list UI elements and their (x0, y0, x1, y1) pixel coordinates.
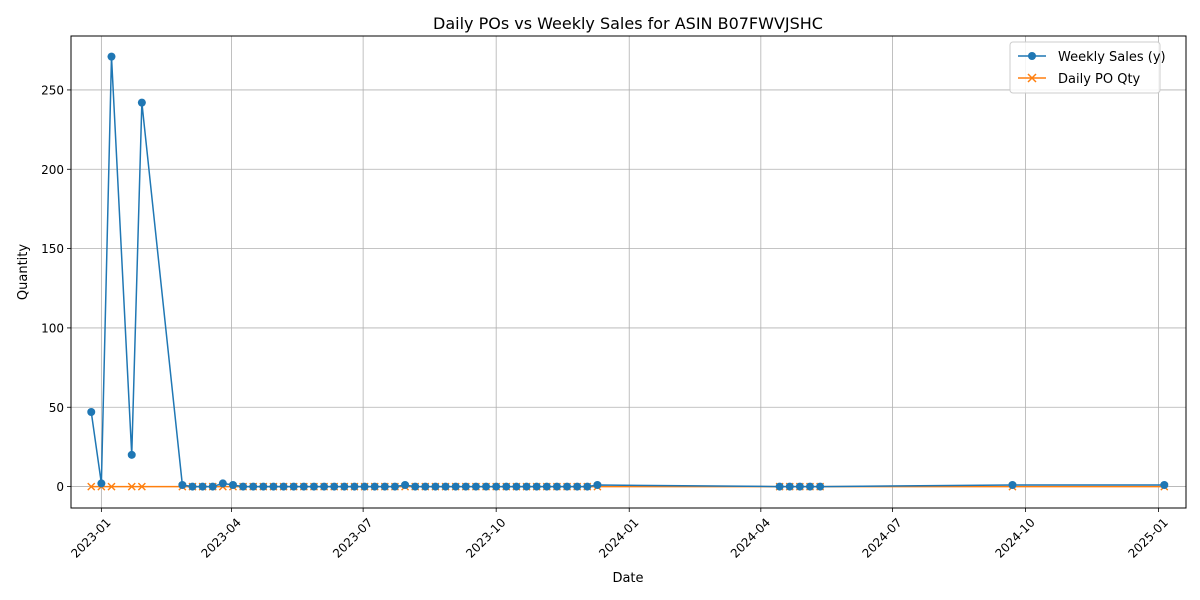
y-axis: 0 50 100 150 200 250 (41, 83, 71, 494)
data-point-weekly-sales-y (279, 482, 288, 491)
data-point-weekly-sales-y (208, 482, 217, 491)
data-point-weekly-sales-y (259, 482, 268, 491)
data-point-daily-po-qty (87, 482, 96, 491)
x-tick-label: 2024-10 (992, 515, 1037, 560)
x-tick-label: 2025-01 (1126, 515, 1171, 560)
data-point-weekly-sales-y (451, 482, 460, 491)
data-point-weekly-sales-y (239, 482, 248, 491)
data-point-weekly-sales-y (532, 482, 541, 491)
x-tick-label: 2024-07 (859, 515, 904, 560)
data-point-weekly-sales-y (320, 482, 329, 491)
data-point-weekly-sales-y (421, 482, 430, 491)
data-point-weekly-sales-y (309, 482, 318, 491)
data-point-weekly-sales-y (593, 480, 602, 489)
x-tick-label: 2023-04 (199, 515, 244, 560)
y-tick-label: 50 (49, 401, 64, 415)
x-tick-label: 2023-07 (330, 515, 375, 560)
data-point-weekly-sales-y (795, 482, 804, 491)
data-point-weekly-sales-y (411, 482, 420, 491)
data-point-weekly-sales-y (390, 482, 399, 491)
data-point-weekly-sales-y (97, 479, 106, 488)
x-tick-label: 2023-10 (463, 515, 508, 560)
data-point-weekly-sales-y (492, 482, 501, 491)
data-point-weekly-sales-y (350, 482, 359, 491)
y-tick-label: 200 (41, 163, 64, 177)
data-point-weekly-sales-y (805, 482, 814, 491)
data-point-weekly-sales-y (269, 482, 278, 491)
plot-area-frame (70, 35, 1187, 509)
data-point-weekly-sales-y (340, 482, 349, 491)
data-point-weekly-sales-y (461, 482, 470, 491)
y-tick-label: 0 (56, 480, 64, 494)
data-point-weekly-sales-y (249, 482, 258, 491)
x-tick-label: 2024-04 (728, 515, 773, 560)
data-point-daily-po-qty (107, 482, 116, 491)
y-tick-label: 100 (41, 321, 64, 335)
y-axis-label: Quantity (16, 244, 31, 300)
legend-marker-daily-po (1027, 73, 1037, 83)
data-point-weekly-sales-y (785, 482, 794, 491)
chart-title: Daily POs vs Weekly Sales for ASIN B07FW… (433, 14, 823, 33)
y-tick-label: 250 (41, 83, 64, 97)
data-point-weekly-sales-y (198, 482, 207, 491)
data-point-weekly-sales-y (1160, 480, 1169, 489)
legend-label-weekly-sales: Weekly Sales (y) (1058, 50, 1166, 65)
data-point-weekly-sales-y (512, 482, 521, 491)
data-point-weekly-sales-y (583, 482, 592, 491)
legend: Weekly Sales (y) Daily PO Qty (1009, 41, 1166, 94)
data-point-weekly-sales-y (441, 482, 450, 491)
data-point-weekly-sales-y (471, 482, 480, 491)
legend-marker-weekly-sales (1028, 52, 1036, 60)
data-point-weekly-sales-y (482, 482, 491, 491)
data-point-daily-po-qty (137, 482, 146, 491)
data-point-weekly-sales-y (188, 482, 197, 491)
data-point-weekly-sales-y (370, 482, 379, 491)
data-point-weekly-sales-y (431, 482, 440, 491)
data-point-weekly-sales-y (178, 480, 187, 489)
legend-label-daily-po: Daily PO Qty (1058, 72, 1141, 87)
data-point-weekly-sales-y (775, 482, 784, 491)
data-point-weekly-sales-y (137, 98, 146, 107)
x-axis: 2023-01 2023-04 2023-07 2023-10 2024-01 2024-… (68, 508, 1171, 561)
data-point-weekly-sales-y (299, 482, 308, 491)
data-point-weekly-sales-y (552, 482, 561, 491)
legend-box (1009, 41, 1161, 94)
data-point-weekly-sales-y (816, 482, 825, 491)
data-point-weekly-sales-y (542, 482, 551, 491)
data-point-weekly-sales-y (107, 52, 116, 61)
data-point-weekly-sales-y (401, 480, 410, 489)
series-layer (87, 52, 1169, 491)
data-point-weekly-sales-y (1008, 480, 1017, 489)
series-line-weekly-sales-y (90, 55, 1165, 488)
data-point-weekly-sales-y (380, 482, 389, 491)
data-point-weekly-sales-y (127, 450, 136, 459)
data-point-weekly-sales-y (289, 482, 298, 491)
x-tick-label: 2024-01 (596, 515, 641, 560)
y-tick-label: 150 (41, 242, 64, 256)
data-point-weekly-sales-y (573, 482, 582, 491)
data-point-weekly-sales-y (330, 482, 339, 491)
x-axis-label: Date (612, 571, 643, 586)
data-point-weekly-sales-y (563, 482, 572, 491)
data-point-daily-po-qty (127, 482, 136, 491)
data-point-weekly-sales-y (218, 479, 227, 488)
data-point-weekly-sales-y (360, 482, 369, 491)
data-point-weekly-sales-y (87, 408, 96, 417)
data-point-weekly-sales-y (522, 482, 531, 491)
data-point-weekly-sales-y (228, 480, 237, 489)
data-point-weekly-sales-y (502, 482, 511, 491)
x-tick-label: 2023-01 (68, 515, 113, 560)
grid-lines (71, 36, 1186, 508)
